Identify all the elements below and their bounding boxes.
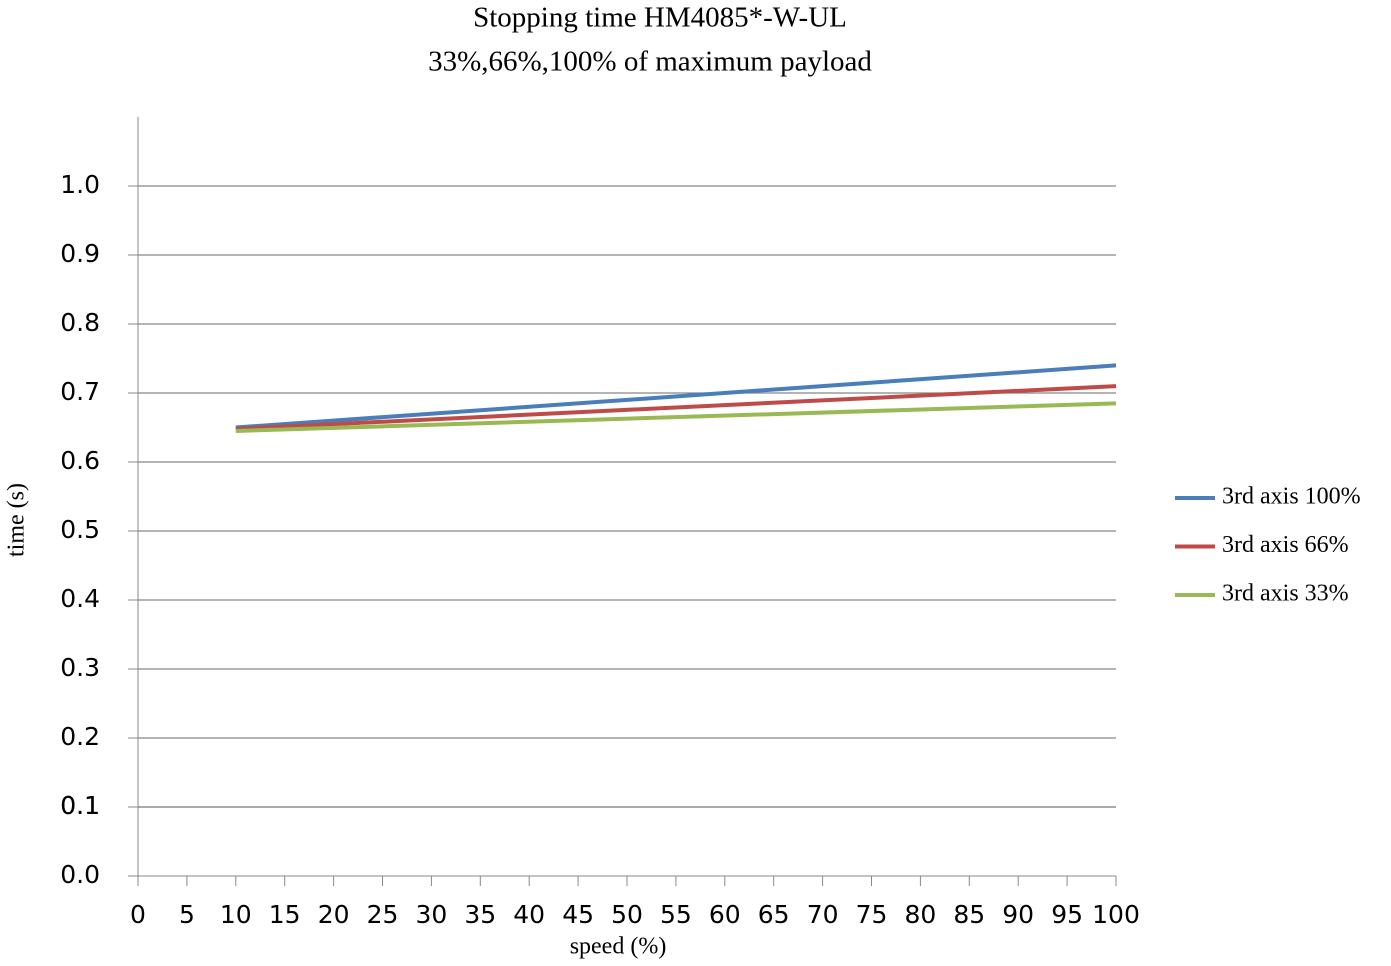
y-tick-label: 1.0 (60, 170, 100, 199)
x-tick-label: 10 (220, 900, 252, 929)
legend-label: 3rd axis 100% (1222, 484, 1361, 510)
y-tick-label: 0.8 (60, 308, 100, 337)
y-tick-label: 0.9 (60, 239, 100, 268)
x-axis-title: speed (%) (570, 934, 667, 960)
x-tick-label: 90 (1002, 900, 1034, 929)
series-line (235, 401, 1117, 433)
x-tick-label: 100 (1092, 900, 1140, 929)
series-line (235, 384, 1117, 431)
y-tick-label: 0.4 (60, 584, 100, 613)
x-tick-label: 30 (415, 900, 447, 929)
x-tick-label: 15 (269, 900, 301, 929)
x-tick-label: 55 (660, 900, 692, 929)
x-tick-label: 95 (1051, 900, 1083, 929)
x-tick-label: 35 (464, 900, 496, 929)
x-tick-label: 0 (130, 900, 146, 929)
x-tick-label: 60 (709, 900, 741, 929)
x-tick-label: 65 (758, 900, 790, 929)
chart-subtitle: 33%,66%,100% of maximum payload (428, 46, 872, 78)
y-tick-label: 0.0 (60, 860, 100, 889)
y-axis-title: time (s) (4, 483, 30, 557)
legend-label: 3rd axis 33% (1222, 581, 1349, 607)
y-tick-label: 0.6 (60, 446, 100, 475)
chart-title: Stopping time HM4085*-W-UL (473, 2, 847, 34)
x-tick-label: 5 (179, 900, 195, 929)
x-tick-label: 50 (611, 900, 643, 929)
y-tick-label: 0.1 (60, 791, 100, 820)
y-tick-label: 0.5 (60, 515, 100, 544)
x-tick-label: 75 (856, 900, 888, 929)
x-tick-label: 20 (318, 900, 350, 929)
x-tick-label: 85 (953, 900, 985, 929)
x-tick-label: 25 (367, 900, 399, 929)
x-tick-label: 45 (562, 900, 594, 929)
y-tick-label: 0.3 (60, 653, 100, 682)
x-tick-label: 80 (904, 900, 936, 929)
y-tick-label: 0.1 (60, 791, 100, 820)
legend-label: 3rd axis 66% (1222, 532, 1349, 558)
x-tick-label: 40 (513, 900, 545, 929)
series-line (235, 363, 1117, 430)
y-tick-label: 0.2 (60, 722, 100, 751)
y-tick-label: 0.7 (60, 377, 100, 406)
x-tick-label: 70 (807, 900, 839, 929)
